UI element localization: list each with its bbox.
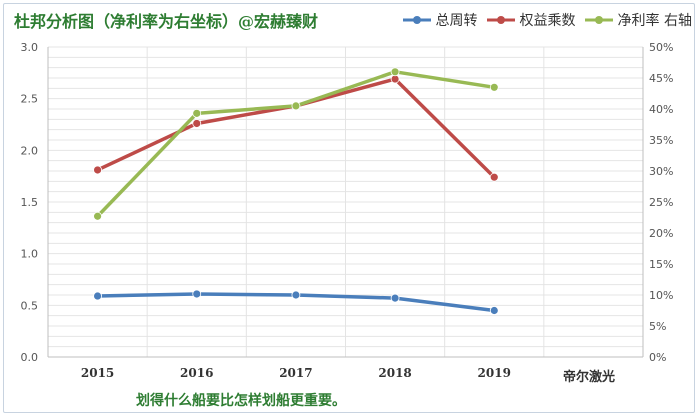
series-line-1 bbox=[95, 77, 496, 179]
series-1-point bbox=[192, 119, 202, 128]
y-left-tick-label: 1.5 bbox=[21, 196, 39, 209]
y-right-tick-label: 50% bbox=[649, 41, 673, 54]
series-0-point bbox=[192, 289, 202, 299]
series-1-point bbox=[489, 172, 499, 182]
series-0-point bbox=[291, 290, 301, 300]
series-2-point bbox=[192, 108, 202, 118]
legend-item-total-turnover: 总周转 bbox=[402, 10, 478, 30]
y-left-tick-label: 0.5 bbox=[21, 299, 39, 312]
y-right-tick-label: 40% bbox=[649, 103, 673, 116]
series-0-point bbox=[489, 306, 499, 315]
x-tick-label: 2017 bbox=[279, 366, 312, 380]
chart-title: 杜邦分析图（净利率为右坐标）@宏赫臻财 bbox=[14, 12, 319, 31]
legend-swatch-total-turnover bbox=[402, 16, 431, 24]
legend-label-equity-multiplier: 权益乘数 bbox=[519, 13, 576, 29]
legend: 总周转 权益乘数 净利率 右轴 bbox=[402, 10, 692, 30]
x-tick-label: 2015 bbox=[81, 366, 114, 380]
series-2-point bbox=[489, 82, 499, 92]
x-tick-label: 2018 bbox=[378, 366, 411, 380]
x-tick-label: 2016 bbox=[180, 366, 213, 380]
series-2-point bbox=[291, 101, 301, 111]
series-1-point bbox=[93, 165, 102, 175]
series-0-point bbox=[93, 291, 102, 301]
y-right-tick-label: 30% bbox=[649, 165, 673, 178]
y-right-tick-label: 15% bbox=[649, 258, 673, 271]
x-tick-label: 2019 bbox=[478, 366, 511, 380]
y-left-tick-label: 3.0 bbox=[21, 41, 39, 54]
legend-item-equity-multiplier: 权益乘数 bbox=[486, 10, 576, 30]
series-0-point bbox=[390, 293, 400, 303]
y-left-tick-label: 0.0 bbox=[21, 351, 39, 364]
footer-note: 划得什么船要比怎样划船更重要。 bbox=[136, 393, 346, 409]
y-left-tick-label: 2.0 bbox=[21, 144, 39, 157]
series-layer bbox=[93, 67, 499, 315]
series-2-point bbox=[93, 211, 102, 221]
y-left-tick-label: 2.5 bbox=[21, 93, 39, 106]
legend-swatch-equity-multiplier bbox=[486, 16, 515, 24]
legend-item-net-margin: 净利率 右轴 bbox=[584, 10, 692, 30]
y-right-tick-label: 0% bbox=[649, 351, 666, 364]
y-left-tick-label: 1.0 bbox=[21, 248, 39, 261]
y-right-tick-label: 5% bbox=[649, 320, 666, 333]
y-right-tick-label: 10% bbox=[649, 289, 673, 302]
company-label: 帝尔激光 bbox=[563, 370, 616, 385]
y-right-tick-label: 20% bbox=[649, 227, 673, 240]
legend-swatch-net-margin bbox=[584, 16, 613, 24]
y-right-tick-label: 45% bbox=[649, 72, 673, 85]
series-1-point bbox=[390, 74, 400, 84]
y-right-tick-label: 35% bbox=[649, 134, 673, 147]
series-line-2 bbox=[95, 70, 496, 219]
y-right-tick-label: 25% bbox=[649, 196, 673, 209]
legend-label-total-turnover: 总周转 bbox=[435, 13, 478, 29]
chart-frame bbox=[3, 3, 695, 413]
axes: 0.0 0.5 1.0 1.5 2.0 2.5 3.0 0% 5% 10% 15% 20% 25% 30%… bbox=[21, 41, 674, 380]
legend-label-net-margin: 净利率 右轴 bbox=[617, 13, 692, 29]
series-2-point bbox=[390, 67, 400, 77]
